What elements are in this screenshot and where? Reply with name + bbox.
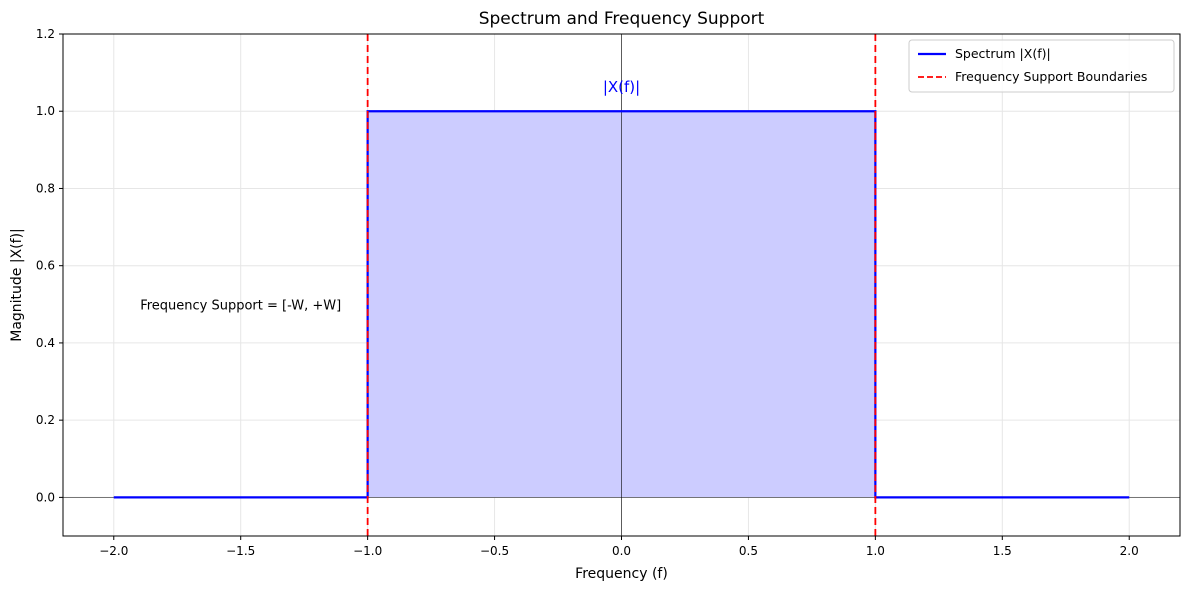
legend: Spectrum |X(f)| Frequency Support Boundar… xyxy=(908,39,1175,93)
y-tick-label: 0.2 xyxy=(36,413,55,427)
annotation-layer: |X(f)| Frequency Support = [-W, +W] xyxy=(140,78,640,313)
x-tick-label: 1.5 xyxy=(993,544,1012,558)
spectrum-line xyxy=(113,110,1130,499)
y-tick-label: 0.8 xyxy=(36,181,55,195)
x-tick-label: 2.0 xyxy=(1120,544,1139,558)
y-tick-label: 0.4 xyxy=(36,336,55,350)
tick-layer: −2.0 −1.5 −1.0 −0.5 0.0 0.5 1.0 1.5 2.0 0.0 0.2 0.4… xyxy=(36,27,1139,558)
y-tick-label: 1.2 xyxy=(36,27,55,41)
peak-label: |X(f)| xyxy=(603,78,640,96)
x-tick-label: 0.5 xyxy=(739,544,758,558)
chart-title: Spectrum and Frequency Support xyxy=(479,9,765,29)
legend-box xyxy=(908,39,1175,93)
x-tick-label: −1.0 xyxy=(353,544,382,558)
y-axis-label: Magnitude |X(f)| xyxy=(9,228,25,342)
reference-lines xyxy=(63,34,1180,536)
x-axis-label: Frequency (f) xyxy=(575,566,668,582)
x-tick-label: −2.0 xyxy=(99,544,128,558)
support-annotation: Frequency Support = [-W, +W] xyxy=(140,298,341,313)
plot-frame xyxy=(62,33,1181,537)
x-tick-label: 1.0 xyxy=(866,544,885,558)
y-tick-label: 1.0 xyxy=(36,104,55,118)
y-tick-label: 0.6 xyxy=(36,259,55,273)
y-tick-label: 0.0 xyxy=(36,490,55,504)
legend-label-spectrum: Spectrum |X(f)| xyxy=(955,46,1051,61)
x-tick-label: 0.0 xyxy=(612,544,631,558)
series-layer xyxy=(113,34,1130,536)
x-tick-label: −1.5 xyxy=(226,544,255,558)
x-tick-label: −0.5 xyxy=(480,544,509,558)
legend-label-boundaries: Frequency Support Boundaries xyxy=(955,69,1147,84)
